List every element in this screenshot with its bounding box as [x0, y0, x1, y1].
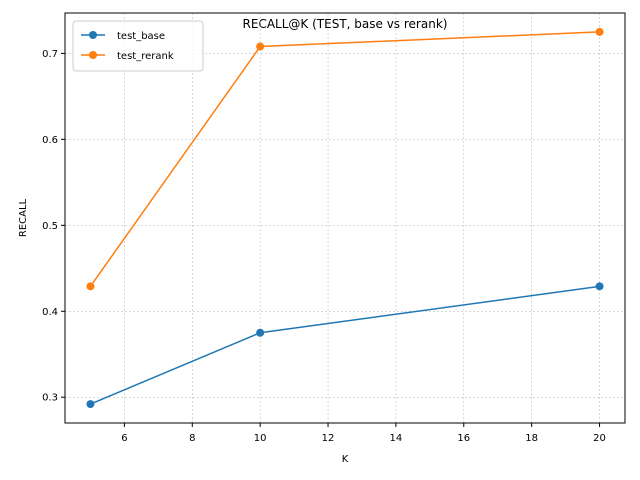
legend-marker-test_rerank: [89, 51, 97, 59]
data-point-test_base: [86, 400, 95, 409]
x-tick-label: 16: [457, 433, 470, 444]
x-tick-label: 10: [254, 433, 267, 444]
plot-series: [86, 27, 604, 409]
data-point-test_base: [595, 282, 604, 291]
series-line-test_base: [90, 285, 600, 405]
axis-ticks: 6 8 10 12 14 16 18 20 0.3 0.4 0.5 0.6 0.7: [42, 49, 606, 444]
legend-label-test_base: test_base: [117, 31, 165, 42]
data-point-test_base: [256, 328, 265, 337]
data-point-test_rerank: [595, 27, 604, 36]
legend: test_base test_rerank: [72, 20, 204, 72]
legend-box: [72, 20, 204, 72]
y-axis-label: RECALL: [18, 198, 29, 237]
plot-frame: [64, 12, 626, 424]
y-tick-label: 0.6: [42, 135, 58, 146]
data-point-test_rerank: [256, 42, 265, 51]
x-tick-label: 18: [525, 433, 538, 444]
legend-marker-test_base: [89, 31, 97, 39]
y-tick-label: 0.4: [42, 307, 58, 318]
x-tick-label: 12: [322, 433, 335, 444]
x-tick-label: 14: [390, 433, 403, 444]
x-tick-label: 8: [189, 433, 195, 444]
y-tick-label: 0.3: [42, 393, 58, 404]
x-tick-label: 20: [593, 433, 606, 444]
grid: [65, 13, 625, 423]
y-tick-label: 0.7: [42, 49, 58, 60]
data-point-test_rerank: [86, 282, 95, 291]
legend-label-test_rerank: test_rerank: [117, 51, 174, 62]
y-tick-label: 0.5: [42, 221, 58, 232]
x-axis-label: K: [342, 454, 349, 465]
chart-title: RECALL@K (TEST, base vs rerank): [243, 17, 448, 31]
x-tick-label: 6: [121, 433, 127, 444]
